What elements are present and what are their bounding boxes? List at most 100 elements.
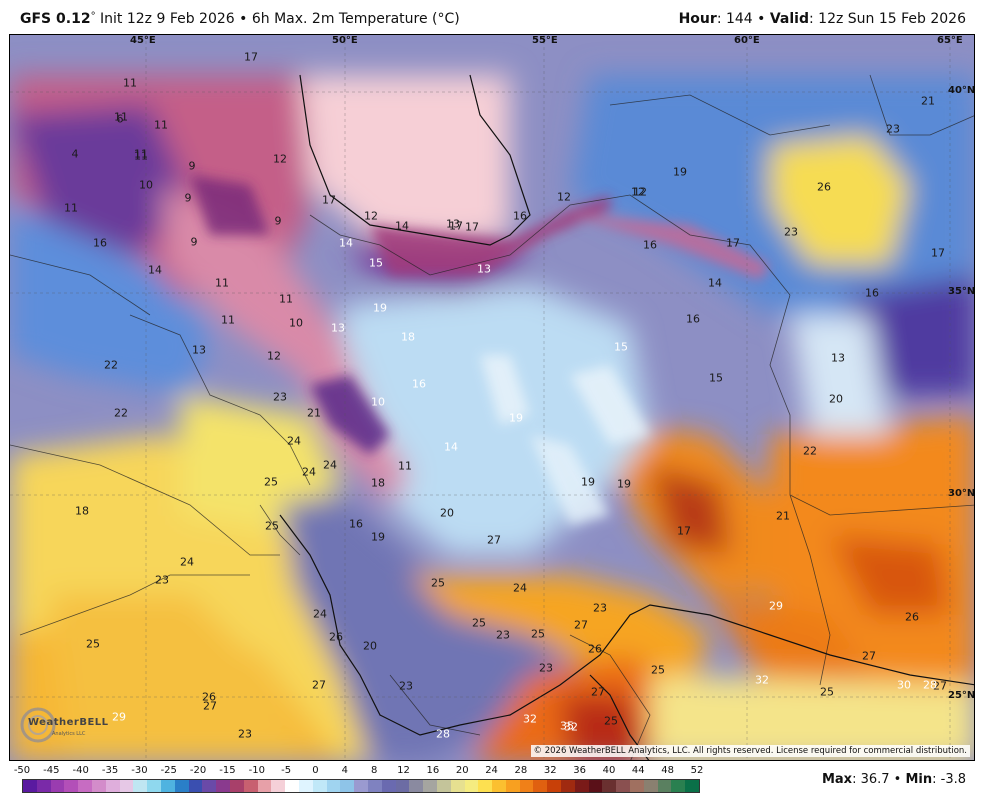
colorbar-tick-label: 20 <box>455 765 469 776</box>
temperature-value-label: 23 <box>273 390 287 404</box>
colorbar-swatch <box>105 780 120 792</box>
colorbar-tick-label: 0 <box>312 765 319 776</box>
colorbar-swatch <box>547 780 562 792</box>
temperature-value-label: 14 <box>708 276 722 290</box>
colorbar-swatch <box>243 780 258 792</box>
lat-35-label: 35°N <box>948 286 975 297</box>
colorbar-swatch <box>64 780 79 792</box>
colorbar-swatch <box>478 780 493 792</box>
colorbar-swatch <box>285 780 299 792</box>
temperature-value-label: 12 <box>633 185 647 199</box>
logo-name: WeatherBELL <box>28 717 109 728</box>
temperature-value-label: 6 <box>116 112 124 126</box>
colorbar-swatch <box>298 780 313 792</box>
temperature-value-label: 10 <box>139 178 153 192</box>
temperature-value-label: 11 <box>221 313 235 327</box>
temperature-value-label: 22 <box>104 358 118 372</box>
colorbar-tick-label: 12 <box>397 765 410 776</box>
temperature-value-label: 12 <box>273 152 287 166</box>
temperature-value-label: 27 <box>203 699 217 713</box>
colorbar-swatch <box>423 780 437 792</box>
lon-60-label: 60°E <box>734 35 760 46</box>
colorbar-tick-label: 4 <box>341 765 348 776</box>
lat-30-label: 30°N <box>948 488 975 499</box>
colorbar-swatch <box>561 780 575 792</box>
temperature-value-label: 21 <box>307 406 321 420</box>
colorbar-tick-label: -10 <box>248 765 265 776</box>
colorbar-tick-label: 28 <box>514 765 528 776</box>
temperature-value-label: 11 <box>123 76 137 90</box>
temperature-value-label: 24 <box>513 581 527 595</box>
temperature-value-label: 29 <box>769 599 783 613</box>
colorbar-swatch <box>119 780 134 792</box>
colorbar-tick-label: 44 <box>631 765 645 776</box>
temperature-value-label: 23 <box>155 573 169 587</box>
hour-value: : 144 • <box>716 11 770 27</box>
lat-25-label: 25°N <box>948 690 975 701</box>
colorbar-swatch <box>602 780 617 792</box>
temperature-value-label: 20 <box>363 639 377 653</box>
temperature-value-label: 14 <box>148 263 162 277</box>
colorbar-swatch <box>271 780 286 792</box>
colorbar <box>22 779 700 793</box>
colorbar-swatch <box>340 780 355 792</box>
colorbar-swatch <box>36 780 51 792</box>
temperature-value-label: 32 <box>755 673 769 687</box>
temperature-value-label: 26 <box>202 690 216 704</box>
temperature-value-label: 16 <box>349 517 363 531</box>
temperature-value-label: 25 <box>264 475 278 489</box>
temperature-value-label: 27 <box>312 678 326 692</box>
colorbar-ticks: -50 -45 -40 -35 -30 -25 -20 -15 -10 -5 0 4 8 12 16 20 24… <box>0 765 984 779</box>
temperature-value-label: 35 <box>560 719 574 733</box>
temperature-value-label: 9 <box>274 214 282 228</box>
temperature-value-label: 17 <box>726 236 740 250</box>
temperature-value-label: 4 <box>71 147 79 161</box>
temperature-value-label: 16 <box>643 238 657 252</box>
temperature-value-label: 19 <box>371 530 385 544</box>
colorbar-tick-label: 24 <box>485 765 498 776</box>
colorbar-tick-label: -25 <box>160 765 177 776</box>
lat-40-label: 40°N <box>948 85 975 96</box>
temperature-value-label: 24 <box>323 458 337 472</box>
temperature-value-label: 24 <box>180 555 194 569</box>
temperature-value-label: 26 <box>817 180 831 194</box>
temperature-value-label: 13 <box>192 343 206 357</box>
min-value: : -3.8 <box>932 772 966 787</box>
colorbar-swatch <box>133 780 148 792</box>
temperature-value-label: 12 <box>557 190 571 204</box>
temperature-value-label: 18 <box>371 476 385 490</box>
temperature-value-label: 23 <box>593 601 607 615</box>
colorbar-swatch <box>505 780 520 792</box>
temperature-value-label: 32 <box>564 720 578 734</box>
model-name: GFS 0.12 <box>20 11 91 27</box>
temperature-value-label: 27 <box>862 649 876 663</box>
colorbar-tick-label: -5 <box>281 765 292 776</box>
temperature-value-label: 25 <box>531 627 545 641</box>
temperature-value-label: 23 <box>886 122 900 136</box>
init-text: Init 12z 9 Feb 2026 • 6h Max. 2m Tempera… <box>95 11 460 27</box>
copyright-notice: © 2026 WeatherBELL Analytics, LLC. All r… <box>530 745 970 757</box>
temperature-value-label: 18 <box>75 504 89 518</box>
colorbar-swatch <box>160 780 175 792</box>
temperature-value-label: 25 <box>651 663 665 677</box>
temperature-value-label: 28 <box>436 727 450 741</box>
temperature-value-label: 21 <box>776 509 790 523</box>
max-label: Max <box>821 772 853 787</box>
temperature-value-label: 30 <box>897 678 911 692</box>
colorbar-tick-label: -20 <box>189 765 207 776</box>
temperature-value-label: 27 <box>591 685 605 699</box>
colorbar-tick-label: -15 <box>219 765 236 776</box>
colorbar-swatch <box>657 780 672 792</box>
lon-45-label: 45°E <box>130 35 156 46</box>
colorbar-swatch <box>630 780 644 792</box>
temperature-value-label: 14 <box>395 219 409 233</box>
colorbar-swatch <box>588 780 603 792</box>
colorbar-tick-label: -50 <box>13 765 31 776</box>
temperature-value-label: 19 <box>617 477 631 491</box>
temperature-value-label: 28 <box>923 678 937 692</box>
temperature-map[interactable]: 45°E 50°E 55°E 60°E 65°E 40°N 35°N 30°N … <box>9 34 975 761</box>
temperature-value-label: 16 <box>865 286 879 300</box>
temperature-value-label: 25 <box>431 576 445 590</box>
colorbar-tick-label: 8 <box>370 765 378 776</box>
temperature-value-label: 26 <box>329 630 343 644</box>
